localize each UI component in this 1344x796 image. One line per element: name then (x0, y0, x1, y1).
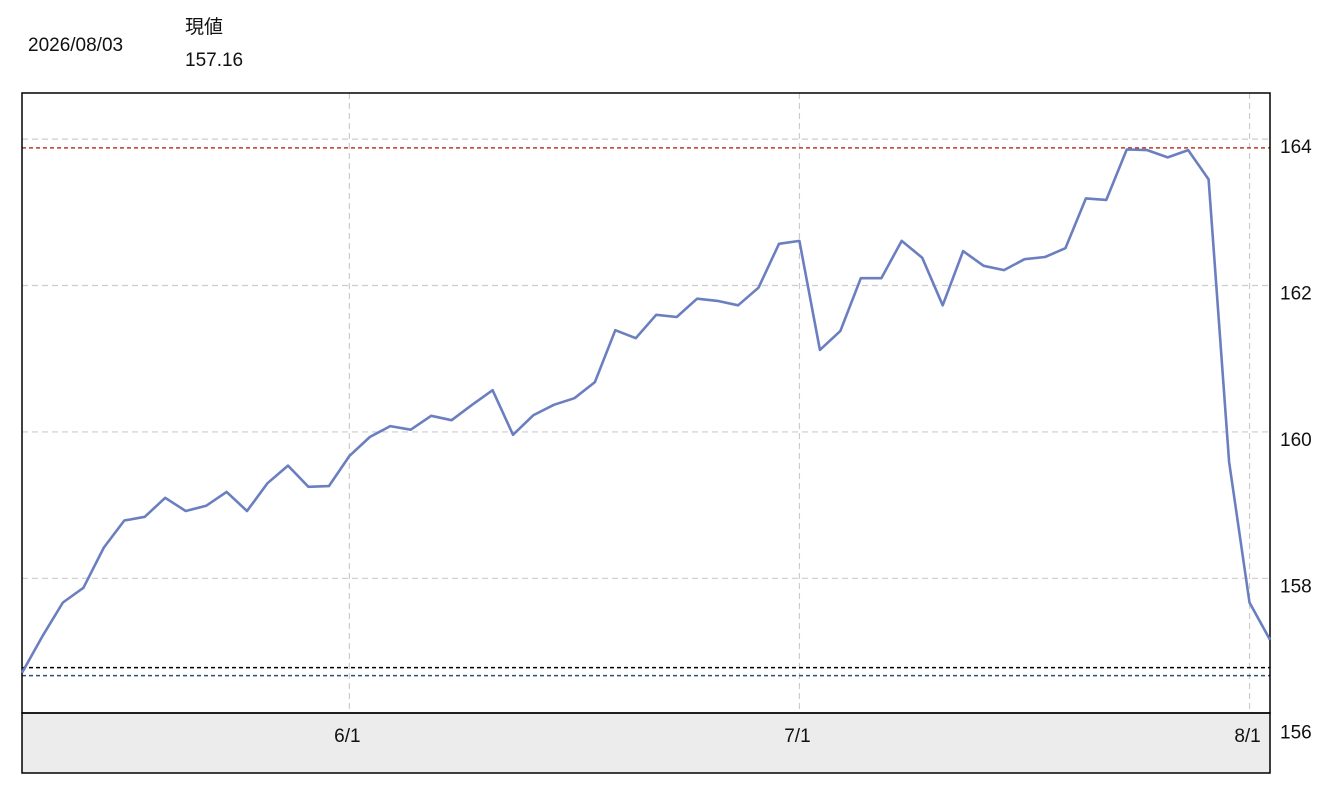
current-label: 現値 (185, 16, 223, 38)
x-tick-label: 8/1 (1234, 726, 1260, 747)
y-tick-label: 156 (1280, 723, 1312, 744)
price-line (20, 148, 1272, 674)
y-tick-label: 162 (1280, 284, 1312, 305)
y-tick-label: 158 (1280, 576, 1312, 597)
current-value: 157.16 (185, 50, 243, 71)
plot-frame (21, 92, 1271, 714)
date: 2026/08/03 (28, 35, 123, 56)
y-tick-label: 160 (1280, 430, 1312, 451)
x-axis-band (21, 712, 1271, 774)
y-tick-label: 164 (1280, 137, 1312, 158)
x-tick-label: 7/1 (784, 726, 810, 747)
x-tick-label: 6/1 (334, 726, 360, 747)
